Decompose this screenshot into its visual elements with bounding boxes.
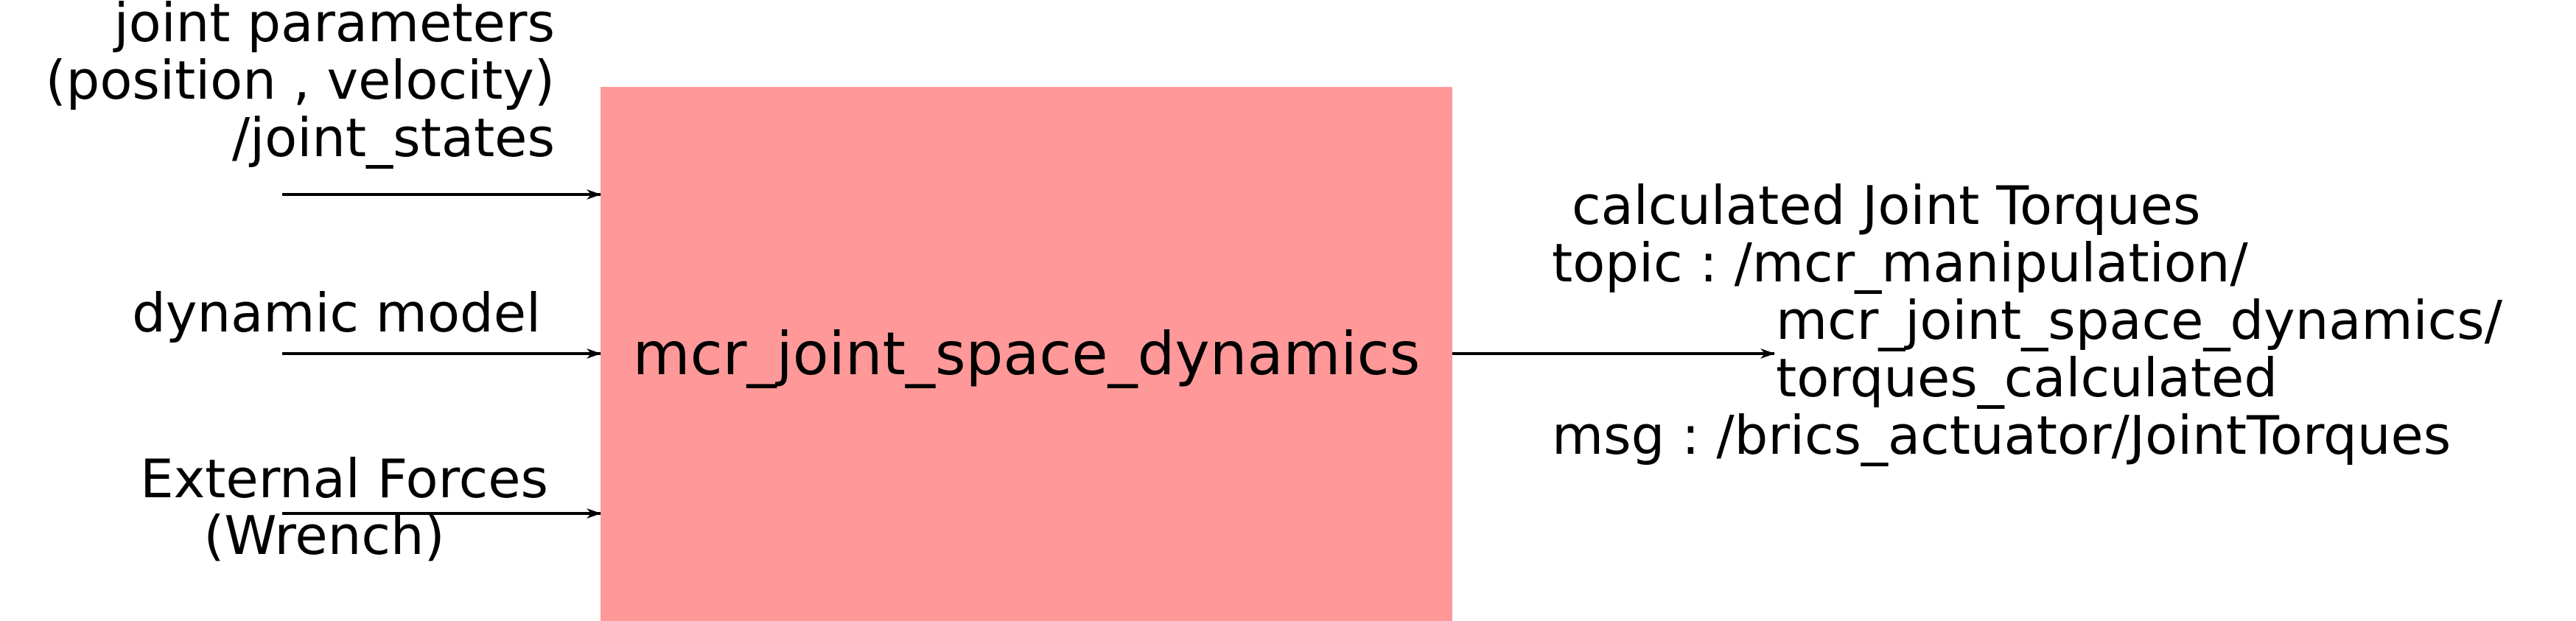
dynamics-node-block [601, 87, 1452, 621]
output-label-line1: calculated Joint Torques [1572, 175, 2201, 236]
external-forces-label-line1: External Forces [140, 448, 548, 510]
joint-states-label-line3: /joint_states [232, 107, 555, 169]
joint-states-label-line1: joint parameters [113, 0, 555, 54]
output-label-line3: mcr_joint_space_dynamics/ [1776, 290, 2503, 351]
dynamics-node-label: mcr_joint_space_dynamics [633, 320, 1421, 388]
output-label-line5: msg : /brics_actuator/JointTorques [1552, 404, 2451, 466]
output-label-line4: torques_calculated [1776, 347, 2278, 409]
joint-states-label-line2: (position , velocity) [46, 49, 555, 111]
external-forces-label-line2: (Wrench) [203, 505, 444, 566]
output-label-line2: topic : /mcr_manipulation/ [1552, 232, 2248, 294]
dynamic-model-label: dynamic model [132, 282, 541, 344]
